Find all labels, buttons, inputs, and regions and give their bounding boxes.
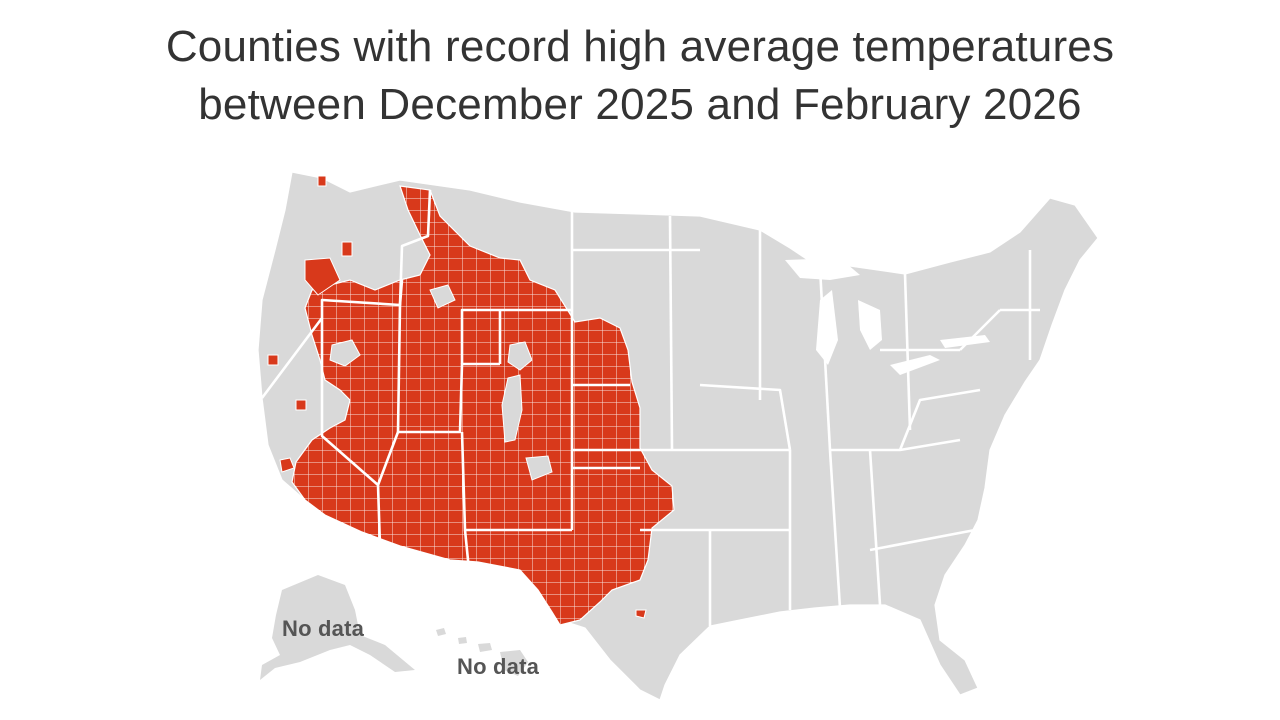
- hawaii: [436, 628, 528, 676]
- hawaii-no-data-label: No data: [457, 654, 540, 679]
- great-lakes: [785, 258, 990, 375]
- non-record-islands: [329, 284, 553, 481]
- map-title: Counties with record high average temper…: [0, 18, 1280, 134]
- alaska-no-data-label: No data: [282, 616, 365, 641]
- us-county-map: No data No data: [0, 150, 1280, 720]
- isolated-record-counties: [267, 175, 647, 619]
- alaska: [260, 575, 415, 680]
- us-map-svg: [257, 171, 1099, 701]
- title-line-1: Counties with record high average temper…: [165, 22, 1115, 71]
- county-texture: [292, 186, 674, 625]
- title-line-2: between December 2025 and February 2026: [198, 80, 1082, 129]
- state-borders: [260, 189, 1040, 626]
